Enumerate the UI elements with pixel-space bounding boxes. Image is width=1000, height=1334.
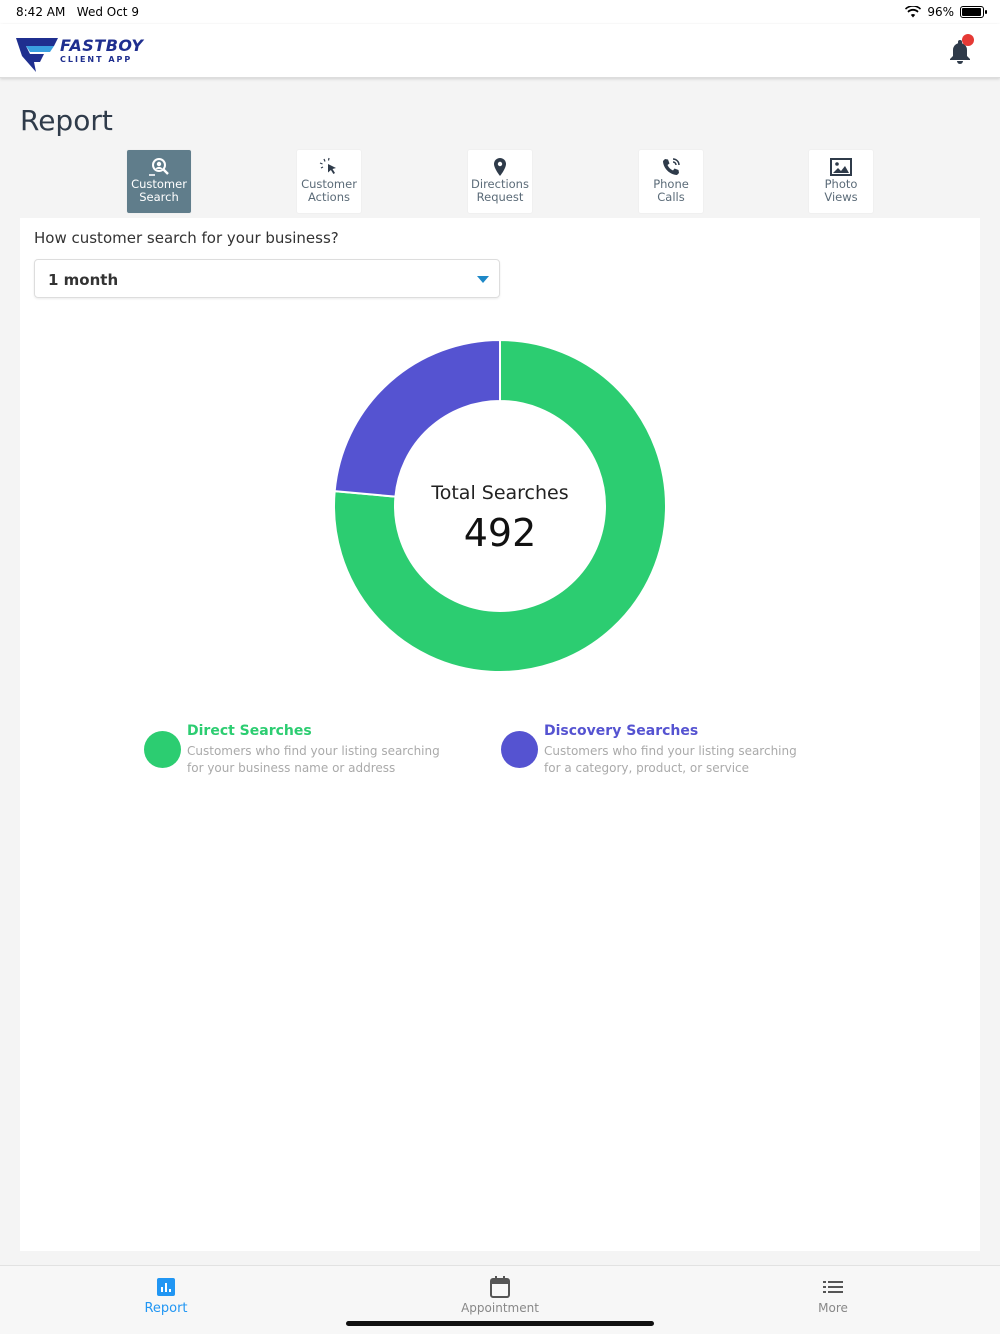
nav-appointment-label: Appointment (461, 1301, 539, 1315)
donut-center-label: Total Searches (431, 482, 569, 504)
app-logo[interactable]: FASTBOY CLIENT APP (14, 30, 143, 72)
app-header: FASTBOY CLIENT APP (0, 24, 1000, 78)
tab-label-line2: Calls (657, 190, 685, 204)
image-icon (830, 158, 852, 176)
notification-button[interactable] (948, 34, 976, 64)
notification-badge (962, 34, 974, 46)
report-tabs: Customer Search Customer Actions Directi… (0, 150, 1000, 214)
legend-direct-searches: Direct Searches Customers who find your … (144, 723, 464, 783)
tab-label-line2: Request (476, 190, 524, 204)
tab-label-line1: Phone (653, 177, 689, 191)
tab-label-line1: Customer (131, 177, 187, 191)
searches-donut-chart (334, 340, 666, 672)
logo-subtitle: CLIENT APP (60, 55, 133, 64)
nav-appointment[interactable]: Appointment (440, 1276, 560, 1315)
legend-swatch-discovery (501, 731, 538, 768)
wifi-icon (905, 6, 922, 18)
legend-description: Customers who find your listing searchin… (187, 743, 457, 777)
chevron-down-icon (477, 276, 489, 283)
bell-icon (950, 40, 970, 64)
status-bar: 8:42 AM Wed Oct 9 96% (0, 0, 1000, 24)
nav-report[interactable]: Report (106, 1276, 226, 1316)
tab-label-line2: Actions (307, 190, 350, 204)
legend-description-line: for your business name or address (187, 761, 396, 775)
tab-customer-actions[interactable]: Customer Actions (297, 150, 361, 213)
legend-swatch-direct (144, 731, 181, 768)
logo-mark-icon (16, 38, 58, 72)
nav-report-label: Report (144, 1301, 188, 1316)
calendar-icon (490, 1276, 510, 1298)
battery-percent: 96% (927, 5, 954, 19)
legend-description: Customers who find your listing searchin… (544, 743, 814, 777)
tab-directions-request[interactable]: Directions Request (468, 150, 532, 213)
battery-icon (960, 6, 987, 18)
legend-title: Direct Searches (187, 723, 312, 739)
legend-title: Discovery Searches (544, 723, 699, 739)
tab-photo-views[interactable]: Photo Views (809, 150, 873, 213)
tab-label-line1: Directions (471, 177, 529, 191)
home-indicator (346, 1321, 654, 1326)
donut-slice-discovery-searches[interactable] (334, 340, 501, 498)
status-right: 96% (905, 5, 987, 19)
legend-description-line: Customers who find your listing searchin… (544, 744, 797, 758)
tab-label-line1: Customer (301, 177, 357, 191)
page-title: Report (20, 104, 113, 137)
donut-slice-direct-searches[interactable] (334, 340, 666, 672)
phone-icon (663, 158, 680, 175)
report-card: How customer search for your business? 1… (20, 218, 980, 1251)
legend-description-line: Customers who find your listing searchin… (187, 744, 440, 758)
tab-label-line2: Search (139, 190, 179, 204)
nav-more[interactable]: More (773, 1276, 893, 1315)
tab-phone-calls[interactable]: Phone Calls (639, 150, 703, 213)
status-time: 8:42 AM Wed Oct 9 (16, 5, 139, 19)
tab-customer-search[interactable]: Customer Search (127, 150, 191, 213)
tab-label-line1: Photo (824, 177, 858, 191)
legend-description-line: for a category, product, or service (544, 761, 750, 775)
tab-label-line2: Views (824, 190, 858, 204)
search-person-icon (149, 158, 169, 176)
map-pin-icon (494, 158, 506, 176)
period-select-value: 1 month (48, 271, 119, 289)
donut-center-value: 492 (463, 511, 537, 555)
legend-discovery-searches: Discovery Searches Customers who find yo… (501, 723, 821, 783)
report-question: How customer search for your business? (34, 229, 339, 247)
cursor-click-icon (319, 157, 336, 174)
logo-title: FASTBOY (60, 36, 144, 55)
bar-chart-icon (157, 1278, 175, 1296)
period-select[interactable]: 1 month (34, 259, 500, 298)
list-icon (823, 1281, 843, 1293)
nav-more-label: More (818, 1301, 848, 1315)
